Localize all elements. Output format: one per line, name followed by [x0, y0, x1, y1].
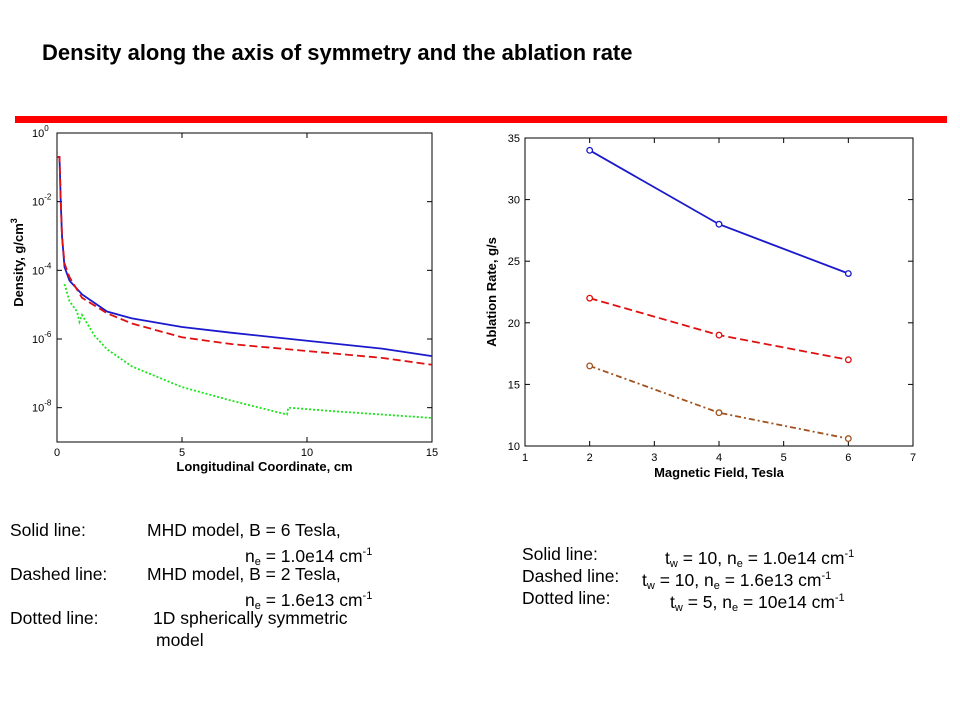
legend-row-dashed: Dashed line: MHD model, B = 2 Tesla,: [10, 564, 341, 584]
x-tick-label: 0: [54, 447, 60, 459]
y-tick-label: 10-8: [32, 399, 52, 415]
series-line-dotted: [63, 283, 433, 419]
ablation-chart-legend: Solid line: tw = 10, ne = 1.0e14 cm-1 Da…: [522, 543, 952, 614]
x-tick-label: 2: [587, 452, 593, 464]
legend-row-dotted-cont: model: [156, 630, 204, 650]
data-point-dashed: [586, 294, 594, 302]
x-tick-label: 3: [651, 452, 657, 464]
x-tick-label: 4: [716, 452, 722, 464]
y-tick-label: 10-4: [32, 261, 52, 277]
legend-row-dashed: Dashed line: tw = 10, ne = 1.6e13 cm-1: [522, 566, 832, 592]
data-point-dashed: [844, 356, 852, 364]
slide-title: Density along the axis of symmetry and t…: [42, 40, 633, 65]
x-tick-label: 1: [522, 452, 528, 464]
x-tick-label: 6: [845, 452, 851, 464]
data-point-solid: [586, 146, 594, 154]
y-tick-label: 15: [508, 379, 520, 391]
y-axis-label: Ablation Rate, g/s: [484, 237, 499, 347]
series-line-dashed: [57, 156, 433, 366]
y-axis-label: Density, g/cm3: [9, 218, 26, 307]
x-tick-label: 15: [426, 447, 438, 459]
x-axis-label: Longitudinal Coordinate, cm: [176, 459, 352, 474]
plot-frame: [56, 132, 433, 443]
series-line-dashdot: [589, 365, 849, 440]
y-tick-label: 100: [32, 124, 49, 140]
data-point-dashdot: [844, 435, 852, 443]
y-tick-label: 30: [508, 195, 520, 207]
ablation-rate-chart: 1 2 3 4 5 6 7 10 15 20 25 30 35 Magnetic Field, Tesla…: [484, 133, 916, 480]
y-tick-label: 35: [508, 133, 520, 145]
data-point-dashdot: [715, 409, 723, 417]
y-tick-label: 10-2: [32, 193, 52, 209]
x-axis-label: Magnetic Field, Tesla: [654, 465, 785, 480]
title-underline-bar: [15, 116, 947, 123]
data-point-dashed: [715, 331, 723, 339]
legend-row-solid-ne: ne = 1.0e14 cm-1: [245, 546, 373, 568]
data-point-solid: [844, 270, 852, 277]
y-tick-label: 10-6: [32, 330, 52, 346]
density-chart-legend: Solid line: MHD model, B = 6 Tesla, ne =…: [10, 519, 450, 651]
x-tick-label: 5: [781, 452, 787, 464]
legend-row-solid: Solid line: tw = 10, ne = 1.0e14 cm-1: [522, 544, 855, 570]
plot-frame: [524, 137, 914, 447]
legend-row-dashed-ne: ne = 1.6e13 cm-1: [245, 590, 373, 612]
legend-row-dotted: Dotted line: tw = 5, ne = 10e14 cm-1: [522, 588, 845, 614]
y-tick-label: 10: [508, 441, 520, 453]
x-tick-label: 5: [179, 447, 185, 459]
legend-row-solid: Solid line: MHD model, B = 6 Tesla,: [10, 520, 341, 540]
legend-row-dotted: Dotted line: 1D spherically symmetric: [10, 608, 348, 628]
data-point-dashdot: [586, 362, 594, 370]
x-tick-label: 10: [301, 447, 313, 459]
x-tick-label: 7: [910, 452, 916, 464]
density-chart: 0 5 10 15 100 10-2 10-4 10-6 10-8 Longitudinal Co…: [9, 124, 438, 474]
y-tick-label: 25: [508, 256, 520, 268]
data-point-solid: [715, 220, 723, 228]
y-tick-label: 20: [508, 318, 520, 330]
